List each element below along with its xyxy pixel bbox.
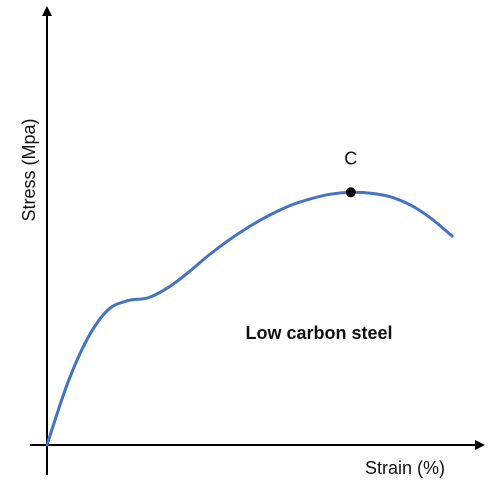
x-axis-label: Strain (%)	[365, 458, 445, 478]
annotation-text: Low carbon steel	[245, 323, 392, 343]
point-c-marker	[345, 187, 356, 198]
highlight-group: C	[344, 148, 357, 198]
y-axis-label: Stress (Mpa)	[19, 118, 39, 221]
stress-strain-curve	[45, 190, 454, 447]
axes	[30, 6, 485, 475]
curve-group	[45, 190, 454, 447]
point-c-label: C	[344, 148, 357, 168]
